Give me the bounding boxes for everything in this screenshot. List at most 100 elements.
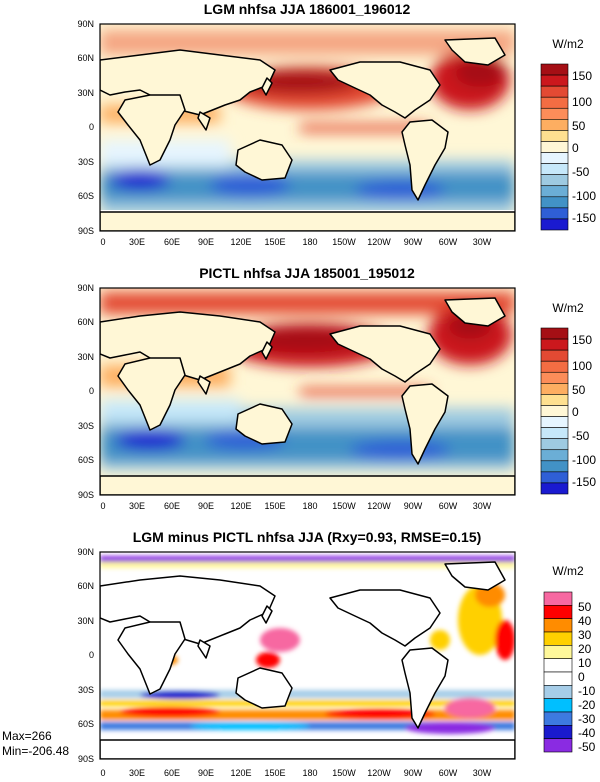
panel-lgm-colorbar [540, 63, 569, 231]
colorbar-label: 100 [572, 95, 592, 109]
tick-label: 0 [89, 122, 94, 132]
panel-lgm-units: W/m2 [552, 37, 584, 51]
colorbar-swatch [540, 482, 569, 495]
colorbar-swatch [540, 349, 569, 362]
panel-pictl-ticks: 0 30E 60E 90E 120E 150E 180 150W 120W 90… [77, 283, 491, 511]
panel-diff-field [100, 552, 515, 759]
colorbar-swatch [540, 405, 569, 417]
colorbar-label: 0 [572, 405, 579, 419]
colorbar-swatch [540, 427, 569, 439]
tick-label: 60E [164, 768, 180, 778]
panel-lgm-title: LGM nhfsa JJA 186001_196012 [204, 1, 411, 17]
colorbar-swatch [543, 658, 573, 673]
colorbar-swatch [540, 207, 569, 220]
tick-label: 120E [230, 501, 251, 511]
tick-label: 120W [367, 768, 391, 778]
tick-label: 30W [473, 501, 492, 511]
panel-pictl-field [100, 288, 515, 495]
colorbar-swatch [543, 725, 573, 739]
colorbar-swatch [540, 63, 569, 76]
tick-label: 150W [332, 768, 356, 778]
colorbar-swatch [540, 449, 569, 462]
colorbar-label: -50 [578, 740, 596, 754]
tick-label: 60N [77, 317, 94, 327]
tick-label: 30S [78, 157, 94, 167]
tick-label: 150W [332, 237, 356, 247]
colorbar-swatch [540, 383, 569, 395]
panel-pictl-colorbar [540, 327, 569, 495]
tick-label: 60W [439, 237, 458, 247]
panel-diff-title: LGM minus PICTL nhfsa JJA (Rxy=0.93, RMS… [133, 529, 482, 545]
colorbar-label: 100 [572, 359, 592, 373]
tick-label: 120E [230, 768, 251, 778]
tick-label: 30E [129, 768, 145, 778]
tick-label: 90N [77, 547, 94, 557]
colorbar-swatch [540, 130, 569, 142]
colorbar-swatch [543, 685, 573, 699]
colorbar-swatch [540, 163, 569, 175]
colorbar-swatch [540, 174, 569, 187]
min-label: Min=-206.48 [2, 744, 70, 758]
tick-label: 180 [302, 768, 317, 778]
panel-pictl-title: PICTL nhfsa JJA 185001_195012 [199, 265, 415, 281]
tick-label: 0 [100, 501, 105, 511]
panel-lgm-land [100, 37, 515, 231]
tick-label: 180 [302, 237, 317, 247]
colorbar-label: 50 [572, 383, 586, 397]
colorbar-label: -50 [572, 165, 590, 179]
tick-label: 30S [78, 685, 94, 695]
colorbar-swatch [540, 438, 569, 451]
colorbar-swatch [543, 618, 573, 633]
tick-label: 90N [77, 283, 94, 293]
tick-label: 180 [302, 501, 317, 511]
panel-diff-colorbar [543, 591, 573, 753]
colorbar-swatch [543, 698, 573, 713]
colorbar-label: 50 [578, 600, 592, 614]
colorbar-swatch [540, 152, 569, 164]
tick-label: 90S [78, 490, 94, 500]
tick-label: 150E [264, 768, 285, 778]
tick-label: 0 [100, 768, 105, 778]
panel-diff-units: W/m2 [552, 564, 584, 578]
tick-label: 120W [367, 237, 391, 247]
panel-diff-ticks: 0 30E 60E 90E 120E 150E 180 150W 120W 90… [77, 547, 491, 778]
tick-label: 60E [164, 237, 180, 247]
tick-label: 90S [78, 226, 94, 236]
colorbar-swatch [540, 371, 569, 384]
colorbar-label: 30 [578, 628, 592, 642]
tick-label: 0 [100, 237, 105, 247]
colorbar-label: 150 [572, 69, 592, 83]
panel-lgm-field [100, 24, 515, 231]
colorbar-label: 10 [578, 656, 592, 670]
colorbar-label: -150 [572, 475, 596, 489]
colorbar-swatch [540, 338, 569, 351]
colorbar-swatch [540, 471, 569, 484]
colorbar-swatch [540, 74, 569, 87]
colorbar-label: -100 [572, 453, 596, 467]
tick-label: 30S [78, 421, 94, 431]
panel-diff: LGM minus PICTL nhfsa JJA (Rxy=0.93, RMS… [77, 529, 595, 778]
colorbar-label: -100 [572, 189, 596, 203]
panel-diff-colorbar-labels: 50 40 30 20 10 0 -10 -20 -30 -40 -50 [578, 600, 596, 754]
colorbar-label: 40 [578, 614, 592, 628]
colorbar-swatch [543, 671, 573, 686]
panel-pictl-land [100, 297, 515, 495]
tick-label: 60N [77, 53, 94, 63]
colorbar-swatch [540, 360, 569, 373]
tick-label: 30E [129, 501, 145, 511]
colorbar-label: 0 [578, 670, 585, 684]
panel-lgm: LGM nhfsa JJA 186001_196012 [77, 1, 596, 247]
colorbar-swatch [540, 119, 569, 131]
colorbar-label: -30 [578, 712, 596, 726]
colorbar-swatch [540, 141, 569, 153]
tick-label: 90S [78, 754, 94, 764]
colorbar-swatch [540, 218, 569, 231]
panel-pictl: PICTL nhfsa JJA 185001_195012 [77, 265, 596, 511]
colorbar-swatch [540, 196, 569, 209]
colorbar-swatch [543, 605, 573, 619]
colorbar-label: -20 [578, 698, 596, 712]
colorbar-swatch [543, 591, 573, 606]
tick-label: 0 [89, 650, 94, 660]
tick-label: 150E [264, 501, 285, 511]
